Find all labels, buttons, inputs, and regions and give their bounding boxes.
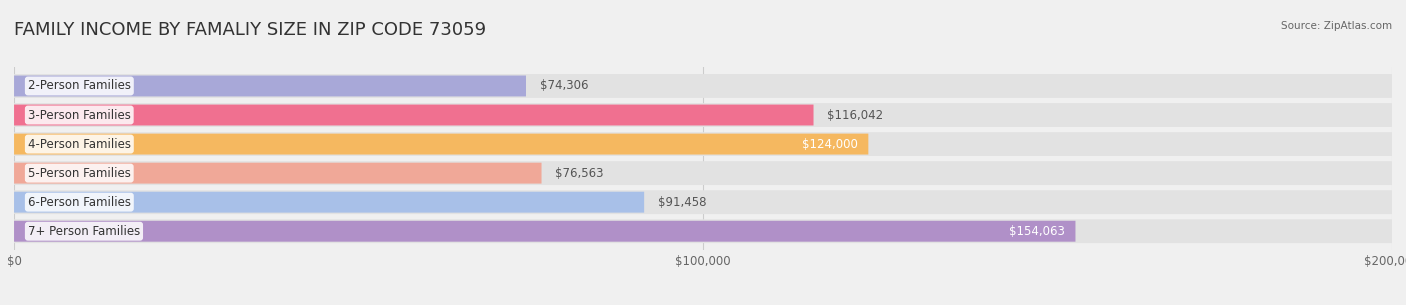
Text: 3-Person Families: 3-Person Families [28,109,131,121]
Text: $74,306: $74,306 [540,80,588,92]
FancyBboxPatch shape [14,219,1392,243]
Text: $76,563: $76,563 [555,167,603,180]
Text: $154,063: $154,063 [1010,225,1066,238]
FancyBboxPatch shape [14,132,1392,156]
Text: $124,000: $124,000 [803,138,858,151]
Text: $91,458: $91,458 [658,196,706,209]
Text: $116,042: $116,042 [827,109,883,121]
FancyBboxPatch shape [14,74,1392,98]
Text: 4-Person Families: 4-Person Families [28,138,131,151]
FancyBboxPatch shape [14,190,1392,214]
FancyBboxPatch shape [14,76,526,96]
Text: 6-Person Families: 6-Person Families [28,196,131,209]
Text: Source: ZipAtlas.com: Source: ZipAtlas.com [1281,21,1392,31]
Text: FAMILY INCOME BY FAMALIY SIZE IN ZIP CODE 73059: FAMILY INCOME BY FAMALIY SIZE IN ZIP COD… [14,21,486,39]
Text: 5-Person Families: 5-Person Families [28,167,131,180]
FancyBboxPatch shape [14,105,814,125]
Text: 2-Person Families: 2-Person Families [28,80,131,92]
Text: 7+ Person Families: 7+ Person Families [28,225,141,238]
FancyBboxPatch shape [14,221,1076,242]
FancyBboxPatch shape [14,134,869,155]
FancyBboxPatch shape [14,163,541,184]
FancyBboxPatch shape [14,161,1392,185]
FancyBboxPatch shape [14,103,1392,127]
FancyBboxPatch shape [14,192,644,213]
